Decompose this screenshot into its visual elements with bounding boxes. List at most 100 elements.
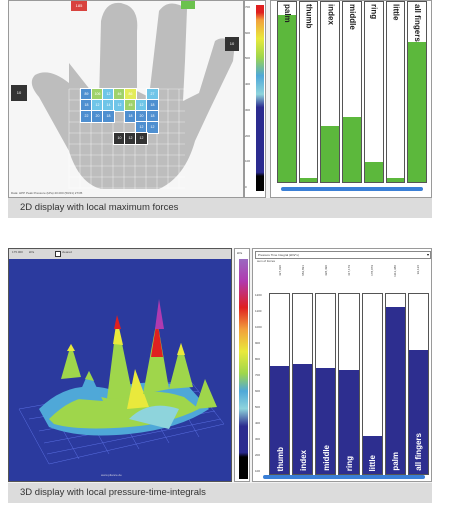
- y-tick-label: 1000: [255, 325, 262, 329]
- horizontal-scrollbar[interactable]: [281, 187, 423, 191]
- color-scale-bar: [256, 5, 264, 191]
- scale-tick-label: 100: [245, 159, 251, 164]
- pressure-cell: 86: [124, 88, 137, 101]
- pti-bar: [270, 366, 290, 474]
- finger-top-value: 682,891: [300, 265, 305, 276]
- finger-bar-frame: middle: [342, 1, 362, 183]
- finger-bar-label: all fingers: [413, 4, 423, 42]
- pti-bar-frame: middle: [315, 293, 337, 475]
- chevron-down-icon: ▾: [426, 252, 429, 257]
- pti-bar-frame: little: [361, 293, 383, 475]
- finger-bar-label: little: [391, 4, 401, 21]
- pressure-cell: 18: [146, 99, 159, 112]
- pressure-cell: 18: [146, 110, 159, 123]
- pti-bar-frame: all fingers: [407, 293, 429, 475]
- finger-force-chart: palm thumb index middle ring little all finger…: [270, 0, 432, 198]
- pti-bar-label: ring: [344, 455, 354, 471]
- pti-bar-label: palm: [391, 452, 401, 471]
- finger-top-value: 427,930: [277, 265, 282, 276]
- pti-bar: [316, 367, 336, 474]
- scale-tick-label: 300: [245, 107, 251, 112]
- pressure-cell: 20: [135, 110, 148, 123]
- pti-bar: [293, 364, 313, 474]
- pti-bar-frame: index: [292, 293, 314, 475]
- pressure-cell: 20: [91, 110, 104, 123]
- scale-tick-label: 400: [245, 82, 251, 87]
- chart-title-dropdown[interactable]: Pressure Time Integral (kPa*s) ▾: [255, 251, 431, 259]
- pti-bar-label: middle: [321, 445, 331, 471]
- finger-bar-label: thumb: [304, 4, 314, 29]
- pressure-cell: 46: [113, 88, 126, 101]
- hand-3d-view: 175.000 kPa cleared: [8, 248, 232, 482]
- view-top-unit: kPa: [29, 250, 35, 254]
- middle-tip-marker: [181, 1, 195, 9]
- caption-2d: 2D display with local maximum forces: [8, 198, 432, 218]
- scale-tick-label: 500: [245, 56, 251, 61]
- scale-unit: kPa: [237, 251, 243, 255]
- caption-3d: 3D display with local pressure-time-inte…: [8, 483, 432, 503]
- finger-bar-frame: index: [320, 1, 341, 183]
- y-tick-label: 1200: [255, 293, 262, 297]
- pti-bar: [408, 349, 428, 474]
- little-tip-marker: 10: [225, 37, 239, 51]
- pressure-cell: 12: [102, 88, 115, 101]
- finger-bar: [278, 14, 296, 182]
- pressure-cell: 18: [124, 110, 137, 123]
- color-scale-3d: kPa: [234, 248, 250, 482]
- pressure-cell: 12: [91, 99, 104, 112]
- y-tick-label: 1100: [255, 309, 262, 313]
- finger-bar: [364, 162, 383, 182]
- finger-bar: [408, 41, 426, 182]
- finger-top-value: 428,490: [323, 265, 328, 276]
- pti-bar-label: index: [298, 450, 308, 471]
- pressure-cell: 27: [146, 88, 159, 101]
- y-tick-label: 700: [255, 373, 261, 377]
- chart-subtitle: sum of forces: [257, 259, 276, 263]
- pressure-cell: 12: [146, 121, 159, 134]
- pti-bar-label: thumb: [275, 446, 285, 471]
- cleared-checkbox-label: cleared: [62, 250, 72, 254]
- pressure-cell: 18: [80, 99, 93, 112]
- horizontal-scrollbar-2[interactable]: [263, 475, 425, 479]
- finger-top-value: 92,126: [416, 265, 421, 275]
- pressure-cell: 106: [91, 88, 104, 101]
- finger-top-value: 417,179: [347, 265, 351, 276]
- finger-top-value: 178,079: [370, 265, 375, 276]
- y-tick-label: 500: [255, 405, 261, 409]
- finger-top-value: 1111,380: [393, 265, 398, 277]
- pressure-cell: 89: [80, 88, 93, 101]
- pressure-cell: 18: [102, 110, 115, 123]
- pti-bar-frame: ring: [338, 293, 360, 475]
- pressure-peaks: [61, 299, 217, 429]
- pti-chart: Pressure Time Integral (kPa*s) ▾ sum of …: [252, 248, 432, 482]
- pressure-cell: 22: [80, 110, 93, 123]
- pti-bar: [339, 369, 359, 474]
- pressure-cell: 14: [102, 99, 115, 112]
- index-tip-marker: 185: [71, 1, 87, 11]
- color-scale: 700 600 500 400 300 200 100 0: [244, 0, 266, 198]
- pressure-cell: 45: [124, 99, 137, 112]
- cleared-checkbox[interactable]: [55, 251, 61, 257]
- y-tick-label: 100: [255, 469, 261, 473]
- finger-bar-frame: all fingers: [407, 1, 427, 183]
- finger-bar-frame: thumb: [298, 1, 319, 183]
- finger-bar-frame: palm: [277, 1, 297, 183]
- chart-title: Pressure Time Integral (kPa*s): [258, 253, 299, 257]
- panel-2d-display: 185 10 10 89 106 12 46 86 27 18 12 14 12 45 12 18 22 2…: [8, 0, 432, 218]
- finger-bar: [386, 178, 405, 182]
- pressure-cell: 12: [113, 99, 126, 112]
- finger-bar-label: middle: [347, 4, 357, 30]
- pti-bar-frame: palm: [384, 293, 406, 475]
- finger-bar: [343, 117, 361, 182]
- watermark: www.pliance.de: [101, 473, 122, 477]
- y-tick-label: 200: [255, 453, 261, 457]
- status-bar: Data: HPP Peak Pressure (kPa) 20.000 (50…: [11, 191, 83, 195]
- view-top-value: 175.000: [12, 250, 23, 254]
- finger-bar-label: ring: [369, 4, 379, 20]
- pressure-cell: 12: [135, 132, 148, 145]
- pti-bar-label: little: [368, 454, 378, 471]
- y-tick-label: 600: [255, 389, 261, 393]
- pti-bar-frame: thumb: [269, 293, 291, 475]
- y-tick-label: 400: [255, 421, 261, 425]
- pressure-cell: [136, 89, 147, 100]
